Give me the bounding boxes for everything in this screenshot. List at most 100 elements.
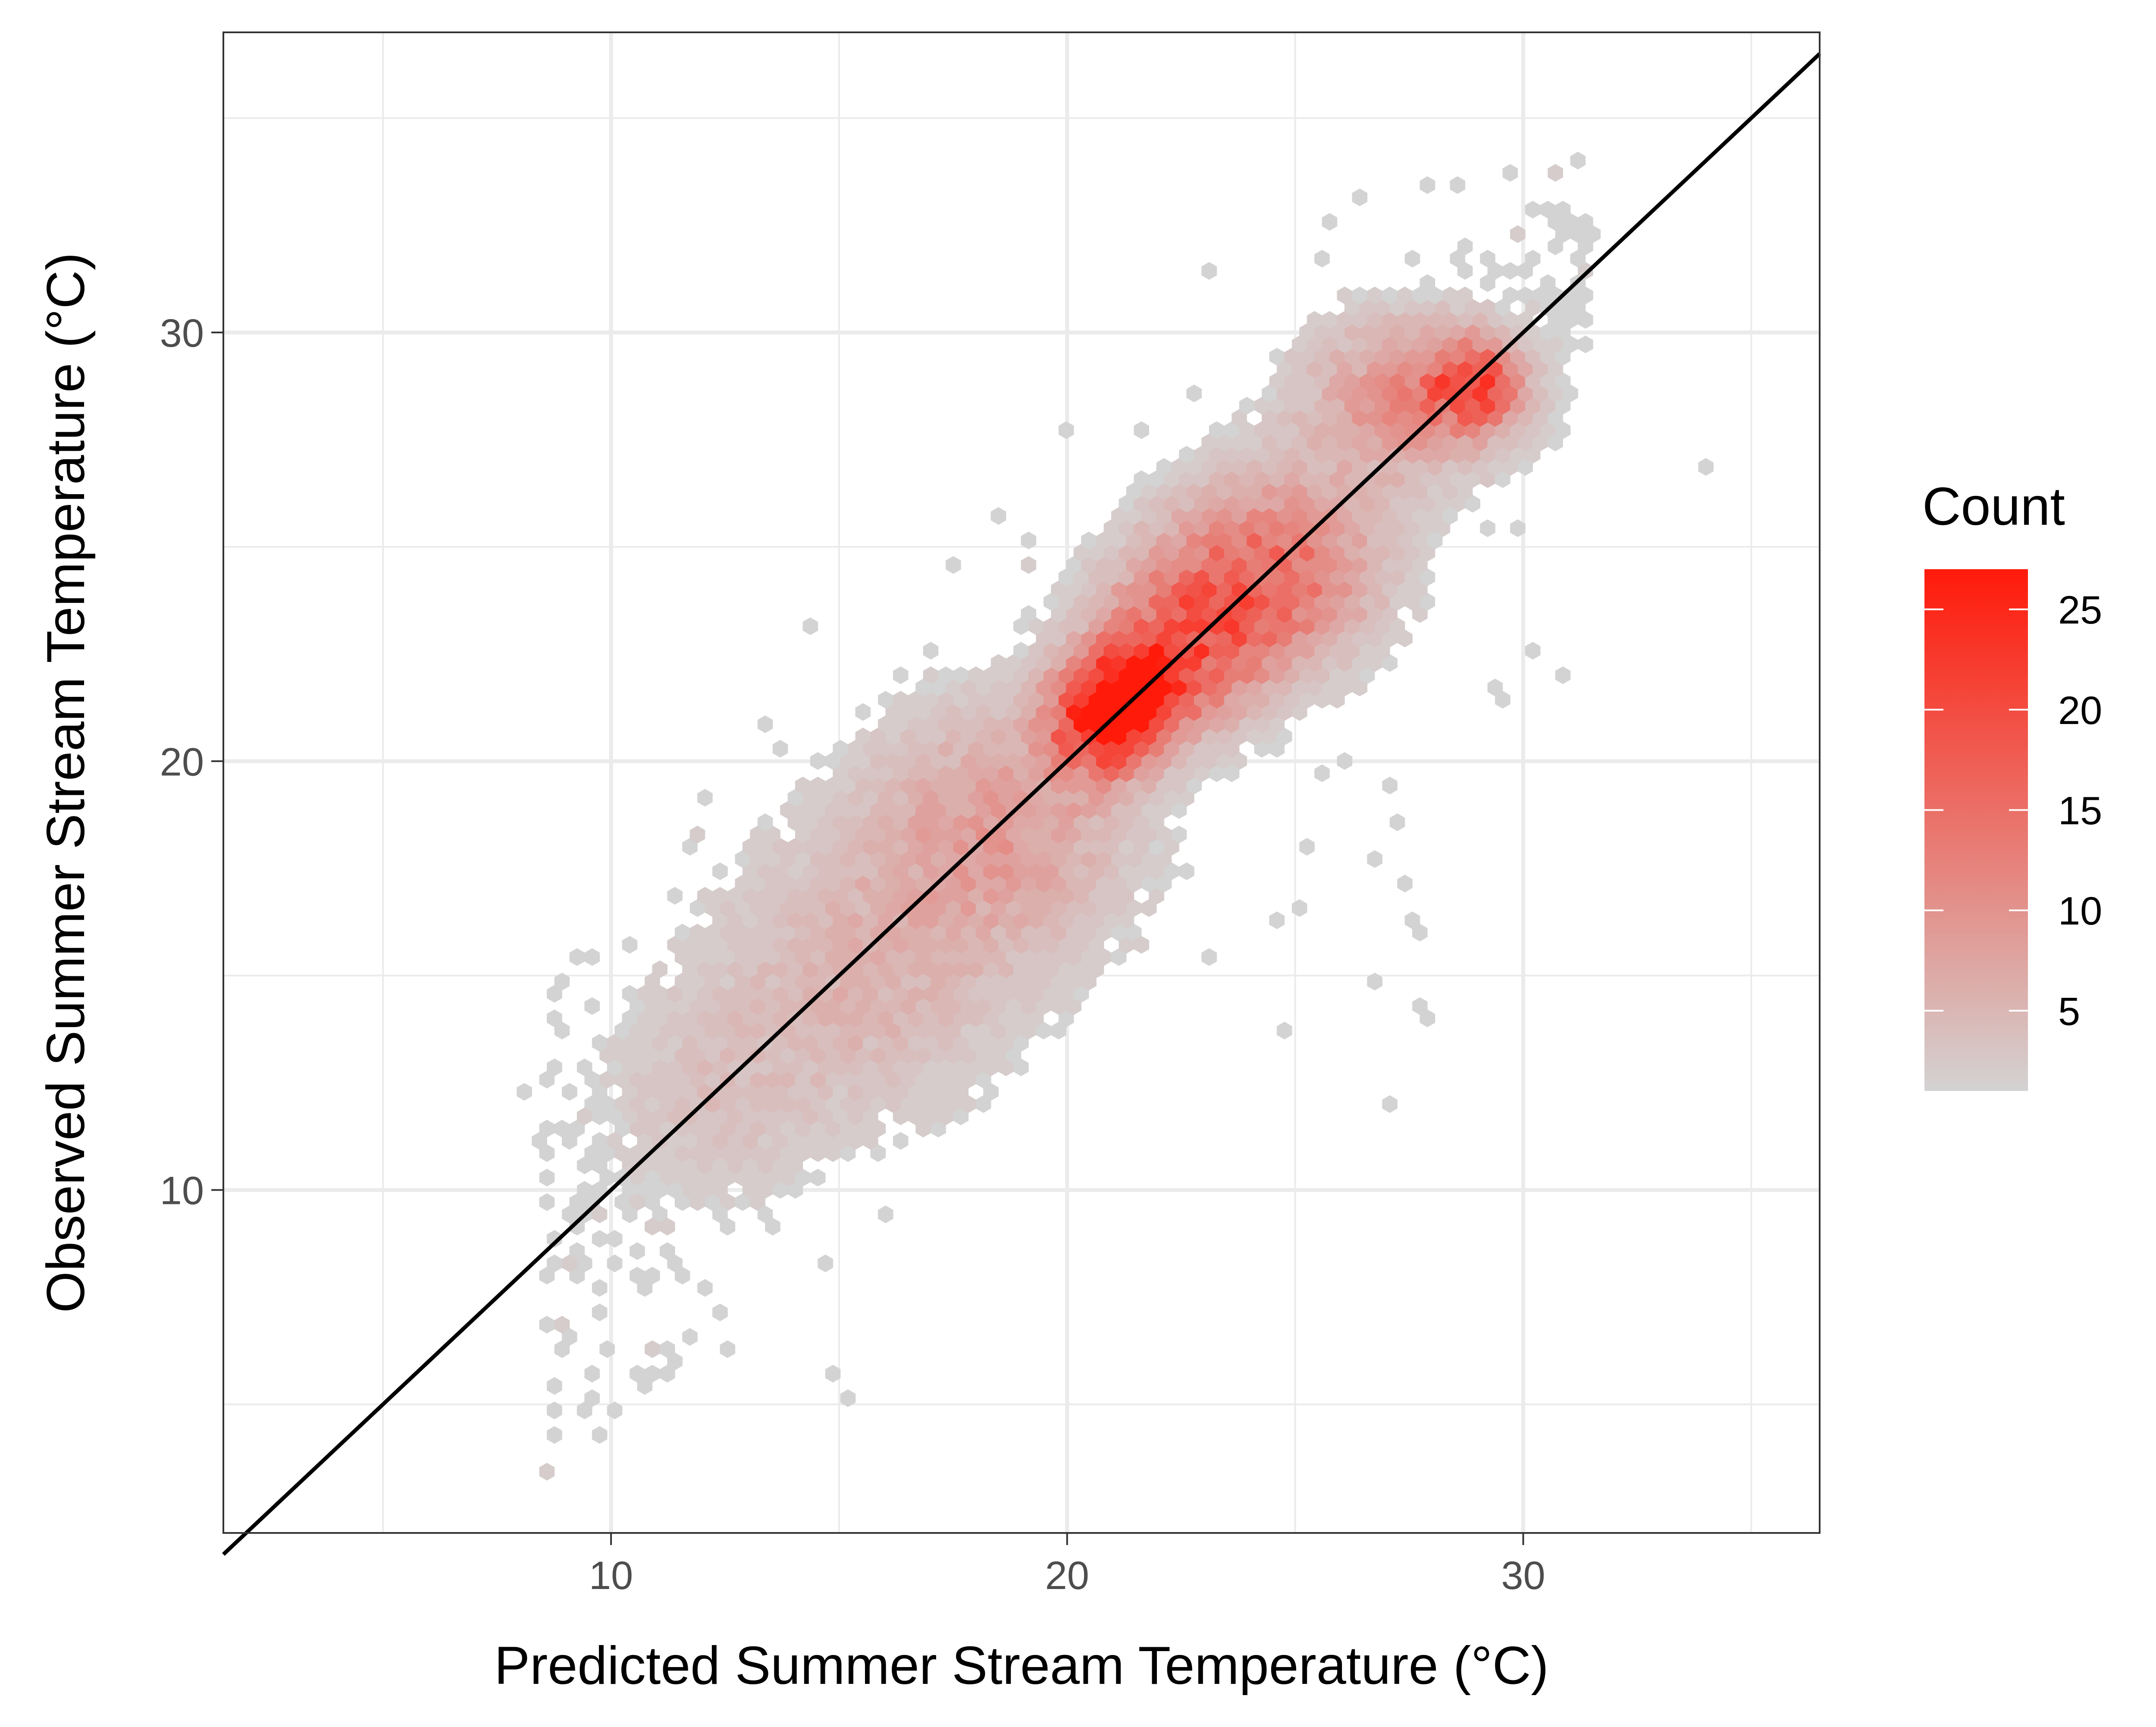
hexbin-cell bbox=[674, 1169, 690, 1187]
hexbin-cell bbox=[990, 752, 1006, 770]
hexbin-cell bbox=[765, 1169, 780, 1187]
hexbin-cell bbox=[1149, 470, 1164, 488]
hexbin-cell bbox=[1525, 445, 1541, 464]
hexbin-cell bbox=[1269, 372, 1285, 390]
hexbin-cell bbox=[1299, 642, 1315, 660]
hexbin-cell bbox=[1044, 617, 1059, 635]
hexbin-cell bbox=[870, 1071, 886, 1089]
hexbin-cell bbox=[1420, 544, 1435, 562]
hexbin-cell bbox=[1329, 568, 1345, 586]
hexbin-cell bbox=[818, 911, 833, 929]
hexbin-cell bbox=[1329, 323, 1345, 341]
hexbin-cell bbox=[1179, 519, 1194, 537]
hexbin-cell bbox=[1044, 715, 1059, 733]
hexbin-cell bbox=[1412, 483, 1428, 501]
hexbin-cell bbox=[931, 727, 946, 746]
hexbin-cell bbox=[1081, 580, 1097, 599]
hexbin-cell bbox=[825, 1365, 841, 1383]
hexbin-cell bbox=[1201, 262, 1217, 280]
hexbin-cell bbox=[1502, 409, 1518, 427]
hexbin-cell bbox=[1179, 862, 1194, 881]
hexbin-cell bbox=[780, 924, 796, 942]
hexbin-cell bbox=[599, 1340, 615, 1358]
hexbin-cell bbox=[1081, 899, 1097, 917]
hexbin-cell bbox=[1119, 838, 1134, 856]
hexbin-cell bbox=[720, 972, 736, 990]
hexbin-cell bbox=[1216, 678, 1232, 696]
hexbin-cell bbox=[1247, 433, 1262, 451]
hexbin-cell bbox=[1216, 703, 1232, 721]
hexbin-cell bbox=[577, 1254, 592, 1273]
hexbin-cell bbox=[1337, 433, 1353, 451]
hexbin-cell bbox=[900, 825, 916, 843]
hexbin-cell bbox=[1291, 507, 1307, 525]
hexbin-cell bbox=[1502, 262, 1518, 280]
hexbin-cell bbox=[1156, 458, 1172, 476]
hexbin-cell bbox=[968, 740, 984, 758]
hexbin-cell bbox=[584, 1095, 600, 1113]
hexbin-cell bbox=[1307, 580, 1322, 599]
hexbin-cell bbox=[682, 936, 698, 954]
hexbin-cell bbox=[765, 972, 780, 990]
hexbin-cell bbox=[1532, 286, 1548, 304]
hexbin-cell bbox=[735, 1046, 750, 1064]
hexbin-cell bbox=[1457, 433, 1473, 451]
hexbin-cell bbox=[667, 1058, 683, 1076]
hexbin-cell bbox=[1314, 642, 1330, 660]
hexbin-cell bbox=[1465, 348, 1480, 366]
hexbin-cell bbox=[810, 825, 826, 843]
hexbin-cell bbox=[938, 985, 954, 1003]
hexbin-cell bbox=[1081, 605, 1097, 623]
hexbin-cell bbox=[1367, 311, 1382, 329]
hexbin-cell bbox=[1111, 727, 1127, 746]
hexbin-cell bbox=[1126, 630, 1142, 648]
hexbin-cell bbox=[645, 1022, 660, 1040]
hexbin-cell bbox=[1374, 397, 1390, 415]
hexbin-cell bbox=[1307, 630, 1322, 648]
hexbin-cell bbox=[705, 1119, 721, 1138]
hexbin-cell bbox=[682, 1083, 698, 1101]
hexbin-cell bbox=[1442, 483, 1458, 501]
hexbin-cell bbox=[1247, 678, 1262, 696]
hexbin-cell bbox=[1269, 519, 1285, 537]
hexbin-cell bbox=[1044, 911, 1059, 929]
hexbin-cell bbox=[1367, 384, 1382, 402]
hexbin-cell bbox=[990, 948, 1006, 966]
hexbin-cell bbox=[1404, 592, 1420, 611]
hexbin-cell bbox=[1081, 924, 1097, 942]
hexbin-cell bbox=[1344, 470, 1360, 488]
hexbin-cell bbox=[1239, 666, 1255, 684]
hexbin-cell bbox=[908, 1009, 924, 1028]
hexbin-cell bbox=[750, 1169, 765, 1187]
hexbin-cell bbox=[795, 899, 811, 917]
hexbin-cell bbox=[795, 1046, 811, 1064]
hexbin-cell bbox=[975, 1095, 991, 1113]
hexbin-cell bbox=[900, 752, 916, 770]
hexbin-cell bbox=[1532, 409, 1548, 427]
hexbin-cell bbox=[1058, 666, 1074, 684]
hexbin-cell bbox=[968, 887, 984, 905]
hexbin-cell bbox=[689, 1095, 705, 1113]
hexbin-cell bbox=[614, 1144, 630, 1162]
hexbin-cell bbox=[1450, 372, 1465, 390]
hexbin-cell bbox=[674, 997, 690, 1015]
hexbin-cell bbox=[1359, 666, 1375, 684]
hexbin-cell bbox=[863, 838, 878, 856]
hexbin-cell bbox=[659, 1340, 675, 1358]
hexbin-cell bbox=[674, 1144, 690, 1162]
hexbin-cell bbox=[1389, 519, 1405, 537]
hexbin-cell bbox=[1397, 483, 1413, 501]
hexbin-cell bbox=[1352, 360, 1368, 378]
hexbin-cell bbox=[863, 960, 878, 978]
hexbin-cell bbox=[1517, 433, 1533, 451]
hexbin-cell bbox=[1277, 605, 1292, 623]
hexbin-cell bbox=[689, 1119, 705, 1138]
hexbin-cell bbox=[975, 850, 991, 868]
hexbin-cell bbox=[1307, 433, 1322, 451]
hexbin-cell bbox=[780, 1169, 796, 1187]
hexbin-cell bbox=[705, 1144, 721, 1162]
hexbin-cell bbox=[946, 678, 961, 696]
hexbin-cell bbox=[1073, 691, 1089, 709]
hexbin-cell bbox=[645, 972, 660, 990]
hexbin-cell bbox=[562, 1254, 577, 1273]
